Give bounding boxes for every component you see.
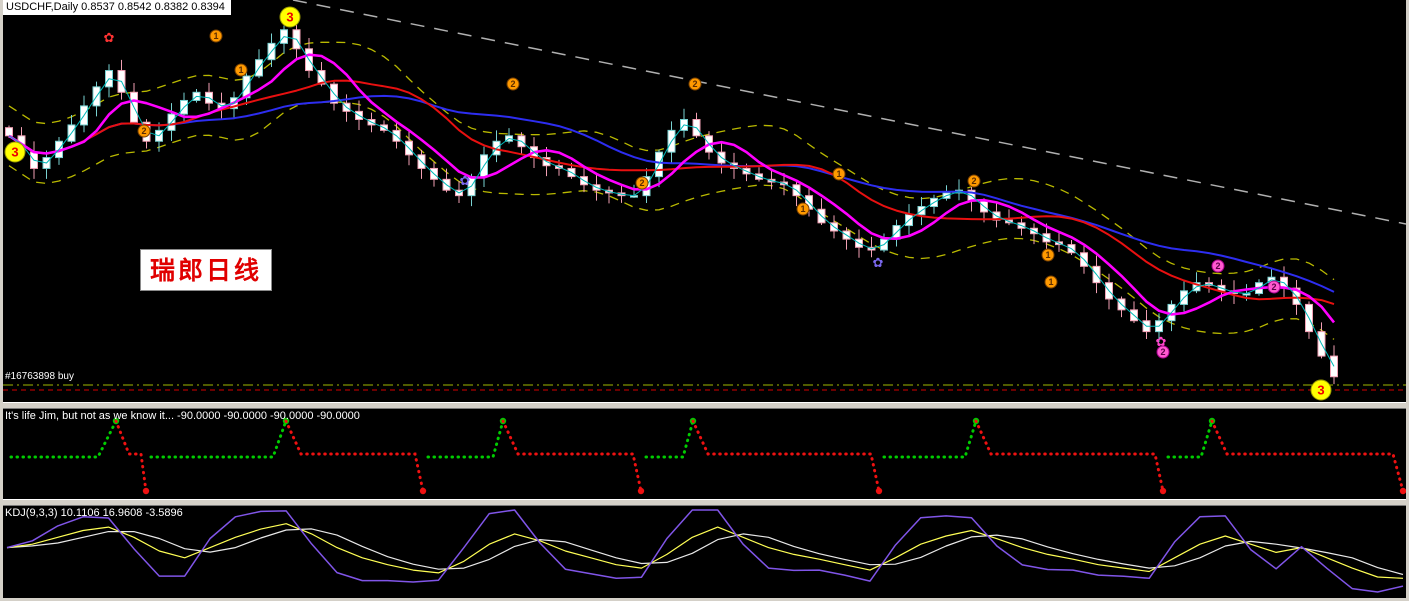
orange-marker (635, 176, 649, 190)
marker-number: 1 (213, 31, 218, 41)
chart-title: USDCHF,Daily 0.8537 0.8542 0.8382 0.8394 (3, 0, 231, 15)
marker-number: 2 (141, 126, 146, 136)
marker-number: 3 (11, 145, 18, 160)
ma-blue (8, 94, 1335, 293)
order-label-text: #16763898 buy (5, 371, 74, 382)
flower-marker-icon: ✿ (104, 30, 115, 45)
flower-marker-icon: ✿ (460, 173, 471, 188)
marker-number: 1 (836, 169, 841, 179)
orange-marker (506, 77, 520, 91)
kdj-k-line (6, 523, 1404, 579)
marker-number: 2 (1160, 347, 1165, 357)
ma-red (8, 79, 1335, 306)
orange-marker (967, 174, 981, 188)
kdj-j-line (6, 509, 1404, 593)
indicator2-canvas[interactable] (3, 506, 1406, 598)
envelope-band (8, 101, 1335, 340)
marker-number: 2 (510, 79, 515, 89)
chart-title-text: USDCHF,Daily 0.8537 0.8542 0.8382 0.8394 (6, 1, 225, 13)
indicator1-label-text: It's life Jim, but not as we know it... … (5, 410, 360, 422)
semaphore-segment (284, 419, 425, 493)
indicator1-label: It's life Jim, but not as we know it... … (5, 410, 360, 422)
yellow3-marker (279, 6, 301, 28)
semaphore-segment (426, 419, 505, 459)
trendline (292, 0, 1406, 225)
panel-separator-2[interactable] (3, 499, 1406, 506)
marker-number: 1 (1045, 250, 1050, 260)
panel-separator-1[interactable] (3, 402, 1406, 409)
indicator2-panel[interactable]: KDJ(9,3,3) 10.1106 16.9608 -3.5896 (3, 506, 1406, 598)
semaphore-segment (974, 419, 1165, 493)
orange-marker (688, 77, 702, 91)
semaphore-dot (419, 487, 427, 495)
orange-marker (209, 29, 223, 43)
marker-number: 3 (1317, 383, 1324, 398)
flower-marker-icon: ✿ (873, 255, 884, 270)
chart-window: ✿ 1 1 2 3 3 ✿ 2 2 2 1 1 ✿ 2 1 1 2 ✿ 2 2 3 USDCHF,Daily 0.853… (3, 0, 1406, 598)
kdj-d-line (6, 528, 1404, 576)
orange-marker (1041, 248, 1055, 262)
orange-marker (1044, 275, 1058, 289)
orange-marker (832, 167, 846, 181)
yellow3-marker (4, 141, 26, 163)
magenta-marker (1211, 259, 1225, 273)
semaphore-segment (149, 419, 288, 459)
indicator2-label-text: KDJ(9,3,3) 10.1106 16.9608 -3.5896 (5, 507, 183, 519)
orange-marker (137, 124, 151, 138)
magenta-marker (1267, 280, 1281, 294)
chart-annotation: 瑞郎日线 (140, 249, 273, 291)
main-chart-panel[interactable]: ✿ 1 1 2 3 3 ✿ 2 2 2 1 1 ✿ 2 1 1 2 ✿ 2 2 3 USDCHF,Daily 0.853… (3, 0, 1406, 402)
marker-number: 3 (286, 10, 293, 25)
semaphore-dot (637, 487, 645, 495)
semaphore-segment (691, 419, 881, 493)
chart-annotation-text: 瑞郎日线 (150, 258, 263, 285)
magenta-marker (1156, 345, 1170, 359)
semaphore-segment (1166, 419, 1214, 459)
semaphore-segment (501, 419, 643, 493)
marker-number: 2 (692, 79, 697, 89)
marker-number: 2 (1271, 282, 1276, 292)
semaphore-segment (9, 419, 118, 459)
semaphore-dot (1399, 487, 1406, 495)
flower-marker-icon: ✿ (1156, 334, 1167, 349)
semaphore-dot (142, 487, 150, 495)
semaphore-segment (644, 419, 695, 459)
yellow3-marker (1310, 379, 1332, 401)
semaphore-dot (1159, 487, 1167, 495)
semaphore-segment (1210, 419, 1405, 493)
marker-number: 1 (1048, 277, 1053, 287)
order-label: #16763898 buy (5, 371, 74, 382)
indicator1-panel[interactable]: It's life Jim, but not as we know it... … (3, 409, 1406, 499)
semaphore-dot (875, 487, 883, 495)
marker-number: 2 (1215, 261, 1220, 271)
marker-number: 2 (639, 178, 644, 188)
orange-marker (796, 202, 810, 216)
semaphore-segment (114, 419, 148, 493)
semaphore-segment (882, 419, 978, 459)
marker-number: 1 (238, 65, 243, 75)
marker-number: 2 (971, 176, 976, 186)
marker-number: 1 (800, 204, 805, 214)
ma-teal (8, 36, 1335, 367)
indicator1-canvas[interactable] (3, 409, 1406, 499)
orange-marker (234, 63, 248, 77)
indicator2-label: KDJ(9,3,3) 10.1106 16.9608 -3.5896 (5, 507, 183, 519)
